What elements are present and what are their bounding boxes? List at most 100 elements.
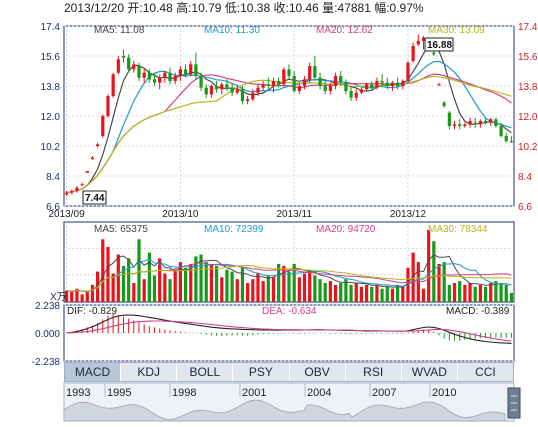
candle-body xyxy=(96,144,100,146)
candle xyxy=(168,67,172,85)
volume-bar xyxy=(282,265,286,302)
candle xyxy=(509,136,514,143)
candle-body xyxy=(209,86,214,95)
candle xyxy=(401,79,405,90)
candle-body xyxy=(447,112,451,126)
candle xyxy=(282,67,286,86)
candle-body xyxy=(483,121,488,123)
candle-body xyxy=(214,86,219,90)
tab-rsi[interactable]: RSI xyxy=(346,363,402,381)
candle-body xyxy=(380,81,384,83)
candle xyxy=(64,191,69,196)
price-xtick-label: 2013/09 xyxy=(49,209,86,220)
candle-body xyxy=(271,81,276,86)
volume-bar xyxy=(416,262,420,302)
tab-boll[interactable]: BOLL xyxy=(177,363,234,381)
volume-bar xyxy=(132,283,136,302)
volume-bar xyxy=(194,256,198,302)
candle-body xyxy=(173,76,177,81)
candle xyxy=(199,72,203,91)
header-quote-text: 2013/12/20 开:10.48 高:10.79 低:10.38 收:10.… xyxy=(64,0,424,15)
volume-unit-label: X万 xyxy=(50,292,67,303)
volume-bar xyxy=(101,239,105,302)
macd-dif-label: DIF: -0.829 xyxy=(67,306,117,317)
candle-body xyxy=(478,121,482,125)
tab-cci[interactable]: CCI xyxy=(475,365,496,379)
timeline-year-label: 2004 xyxy=(307,387,331,399)
candle xyxy=(354,89,358,101)
candle xyxy=(287,64,291,80)
timeline-year-label: 2001 xyxy=(242,387,266,399)
volume-bar xyxy=(349,284,353,302)
volume-bar xyxy=(478,284,482,302)
price-ytick-left-label: 17.4 xyxy=(41,22,61,33)
volume-bar xyxy=(106,246,110,302)
candle xyxy=(251,89,255,101)
candle xyxy=(256,84,260,96)
candle-body xyxy=(90,157,95,160)
candle-body xyxy=(277,81,281,85)
timeline-year-label: 1998 xyxy=(172,387,196,399)
indicator-tab-bar: MACD KDJ BOLL PSY OBV RSI WVAD CCI xyxy=(64,362,514,382)
candle xyxy=(442,101,446,108)
candle-body xyxy=(106,96,110,116)
volume-bar xyxy=(323,283,327,302)
price-xtick-label: 2013/10 xyxy=(162,209,199,220)
timeline-year-label: 2010 xyxy=(432,387,456,399)
tab-wvad[interactable]: WVAD xyxy=(402,363,458,381)
tab-macd[interactable]: MACD xyxy=(65,363,122,381)
candle-body xyxy=(364,84,369,90)
tab-obv[interactable]: OBV xyxy=(290,363,346,381)
volume-bar xyxy=(473,286,477,302)
candle-body xyxy=(499,126,503,136)
volume-bar xyxy=(483,286,488,302)
candle xyxy=(333,72,338,90)
volume-bar xyxy=(199,254,203,302)
volume-bar xyxy=(375,284,379,302)
candle-body xyxy=(204,87,208,95)
high-price-tag: 16.88 xyxy=(424,37,454,52)
candle xyxy=(452,121,457,130)
price-ytick-left-label: 10.2 xyxy=(41,142,61,153)
candle-body xyxy=(437,84,441,86)
candle xyxy=(70,189,74,195)
tab-psy[interactable]: PSY xyxy=(233,363,290,381)
candle xyxy=(302,76,307,90)
candle xyxy=(437,82,441,86)
timeline-navigator[interactable]: 1993 1995 1998 2001 2004 2007 2010 xyxy=(63,382,521,422)
candle xyxy=(344,79,348,95)
volume-bar xyxy=(287,271,291,302)
tab-kdj[interactable]: KDJ xyxy=(121,363,178,381)
candle xyxy=(137,62,141,81)
candle-body xyxy=(375,81,379,88)
volume-bar xyxy=(127,258,131,302)
candle xyxy=(390,81,395,91)
candle-body xyxy=(509,141,514,143)
timeline-scroll-handle[interactable] xyxy=(507,387,521,419)
candle-body xyxy=(251,92,255,100)
ma30-line xyxy=(66,75,512,194)
macd-ytick-label: -2.238 xyxy=(32,357,61,368)
volume-bar xyxy=(235,279,239,302)
candle-body xyxy=(163,72,167,78)
candle xyxy=(468,117,472,128)
volume-bar xyxy=(152,275,157,302)
volume-bar xyxy=(339,283,343,302)
volume-bar xyxy=(163,273,167,302)
candle xyxy=(271,77,276,93)
timeline-price-history xyxy=(63,399,506,422)
candle xyxy=(178,66,182,81)
price-ma5-label: MA5: 11.08 xyxy=(94,25,145,36)
candle xyxy=(447,111,451,130)
price-xtick-label: 2013/12 xyxy=(390,209,427,220)
candle-body xyxy=(85,171,89,173)
candle xyxy=(266,77,270,90)
candle xyxy=(308,62,312,83)
candle-body xyxy=(183,69,188,75)
candle xyxy=(106,94,110,118)
candle xyxy=(494,117,498,128)
price-ytick-right-label: 8.4 xyxy=(518,172,532,183)
volume-ma20-label: MA20: 94720 xyxy=(316,224,376,235)
volume-ma30-label: MA30: 78344 xyxy=(428,224,488,235)
price-ma10-label: MA10: 11.30 xyxy=(204,25,260,36)
